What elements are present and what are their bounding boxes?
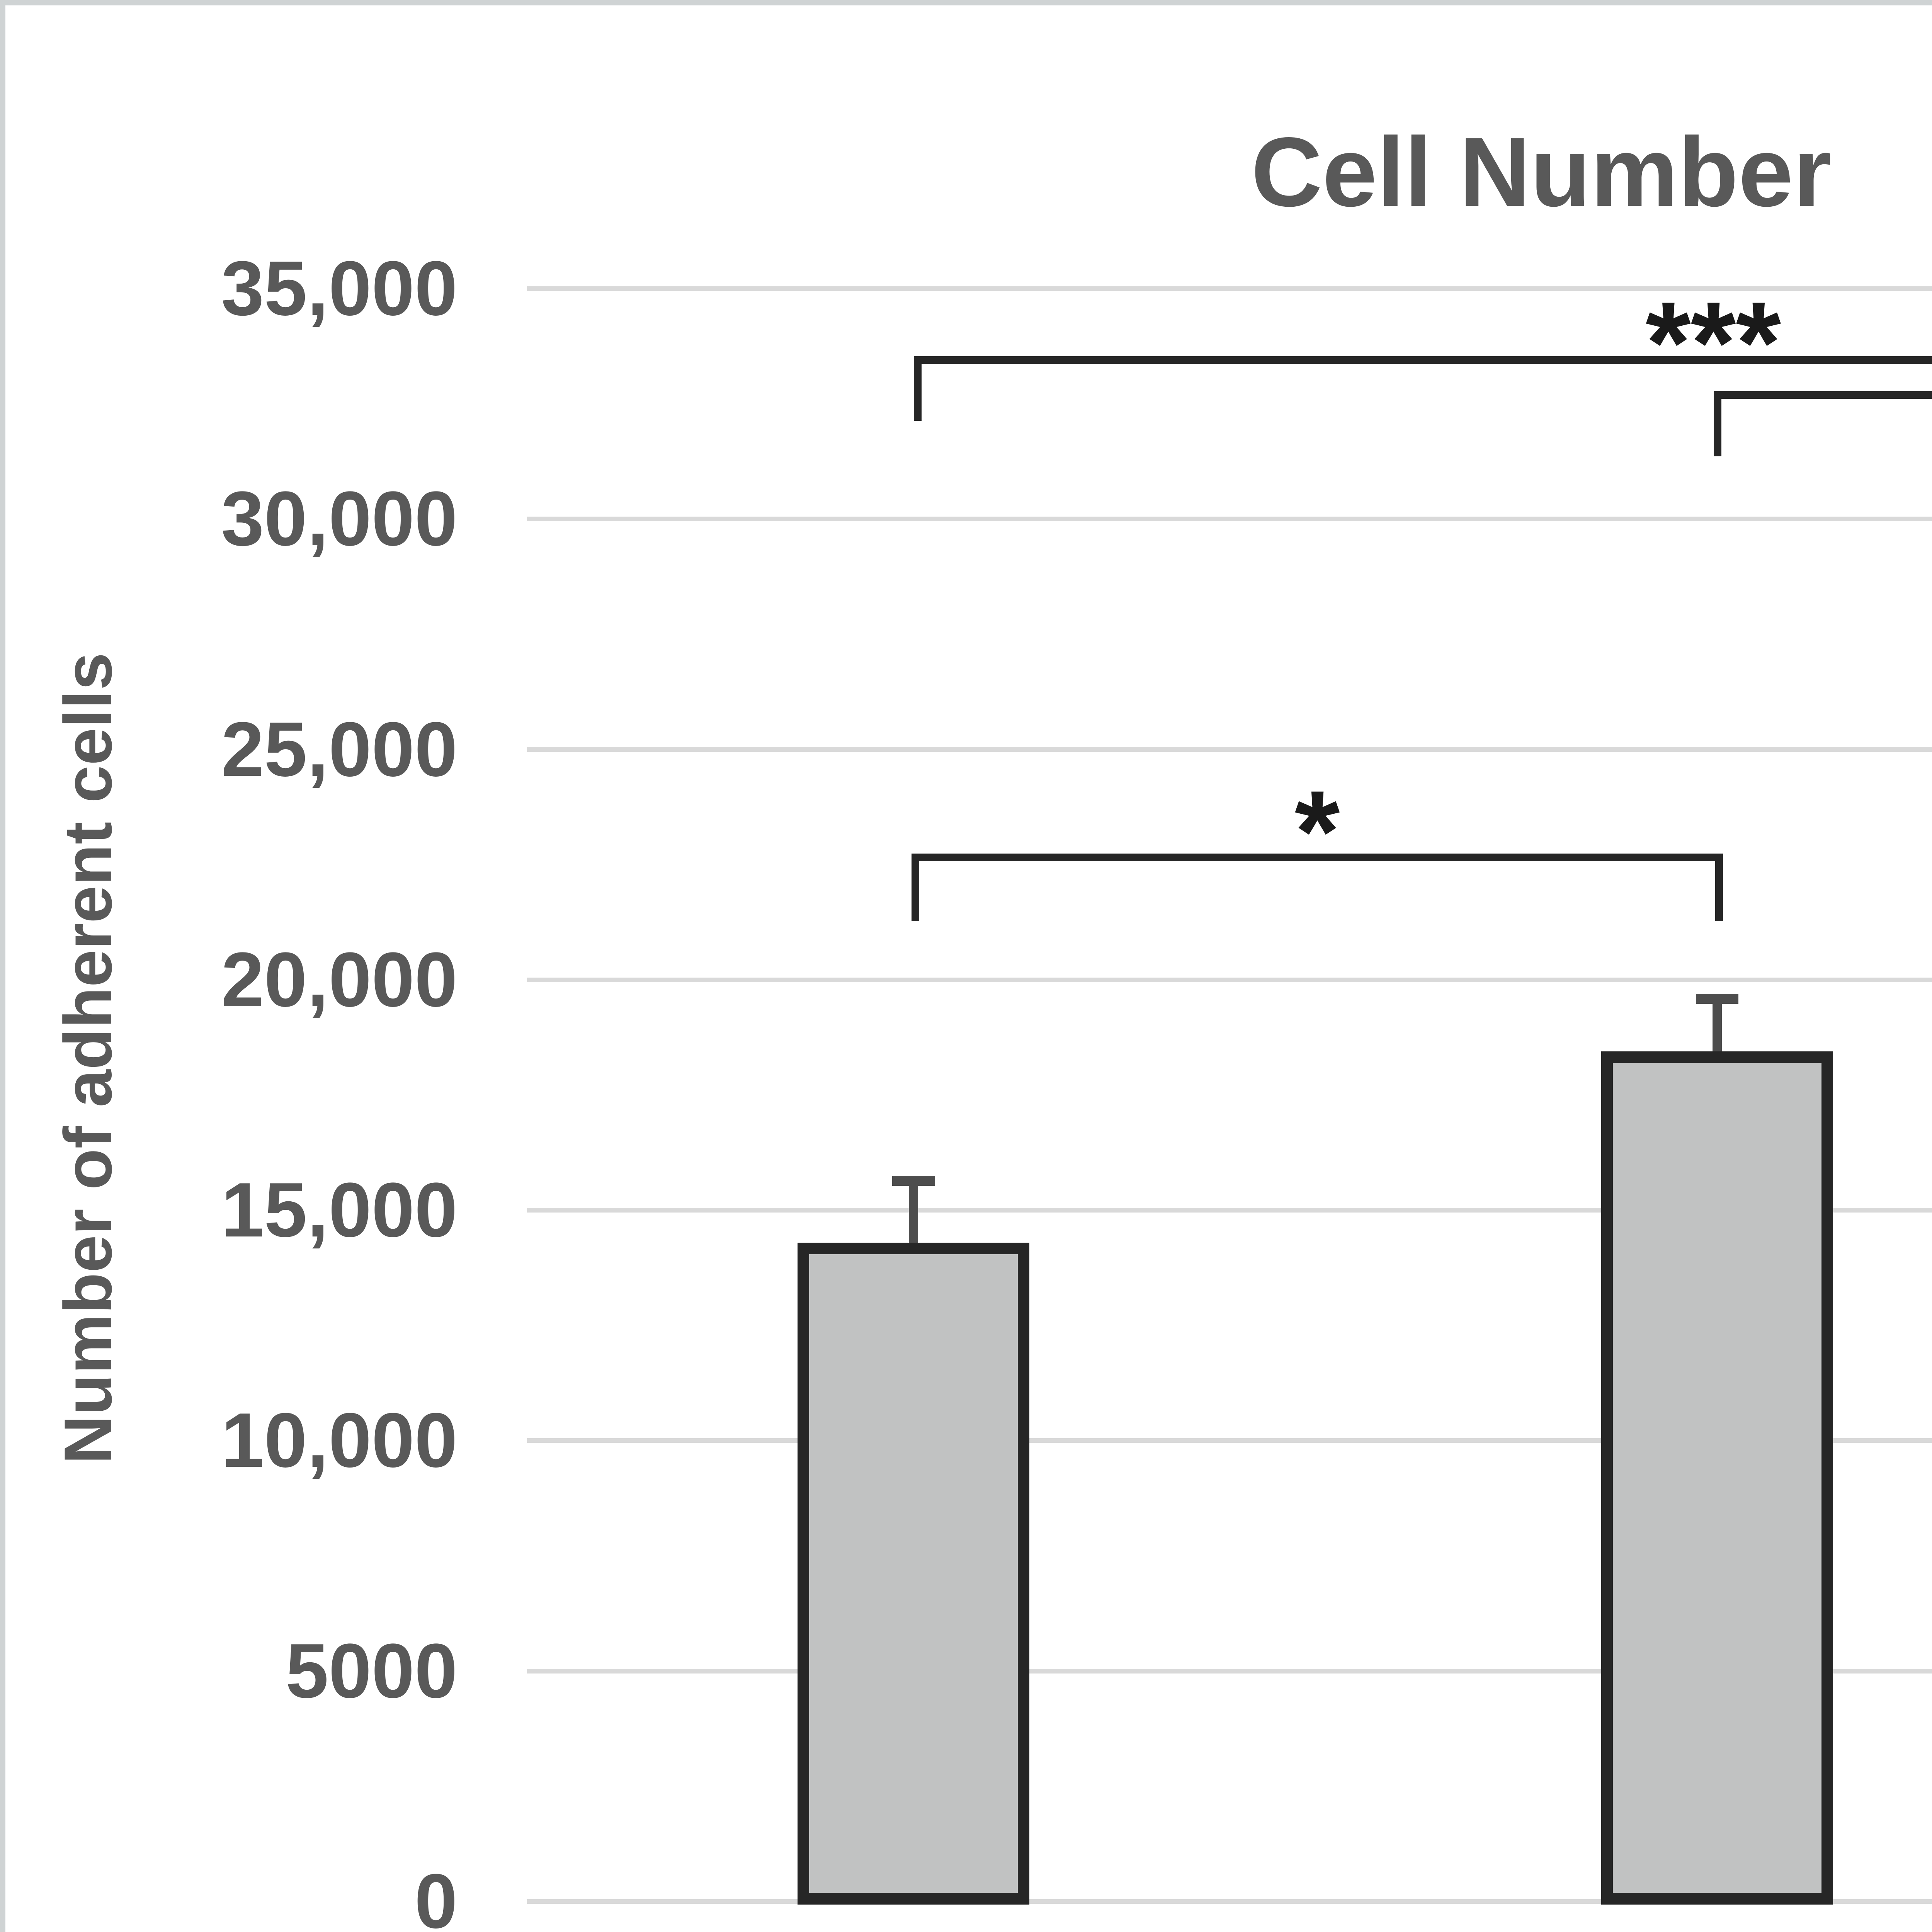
significance-label: *: [1294, 766, 1340, 896]
error-bar-cap: [1696, 994, 1738, 1004]
error-bar-cap: [892, 1176, 935, 1186]
y-tick-label: 25,000: [221, 706, 457, 793]
bar-centr: [1601, 1051, 1833, 1905]
gridline: [527, 978, 1932, 982]
significance-bracket-bar: [914, 356, 1932, 364]
bar-sed: [798, 1243, 1029, 1905]
significance-label: ***: [1645, 277, 1781, 407]
y-tick-label: 35,000: [221, 245, 457, 332]
gridline: [527, 747, 1932, 752]
significance-bracket-left-drop: [912, 854, 919, 921]
y-tick-label: 20,000: [221, 937, 457, 1023]
significance-bracket-left-drop: [914, 356, 922, 421]
significance-bracket-right-drop: [1715, 854, 1723, 921]
y-tick-label: 15,000: [221, 1167, 457, 1253]
significance-bracket-left-drop: [1714, 391, 1721, 456]
gridline: [527, 286, 1932, 291]
y-tick-label: 30,000: [221, 476, 457, 562]
y-tick-label: 5000: [286, 1628, 457, 1714]
significance-bracket-bar: [1714, 391, 1932, 399]
y-tick-label: 0: [414, 1858, 457, 1932]
chart-title: Cell Number: [1251, 117, 1832, 227]
y-tick-label: 10,000: [221, 1397, 457, 1483]
significance-bracket-bar: [912, 854, 1723, 861]
gridline: [527, 1208, 1932, 1213]
gridline: [527, 517, 1932, 521]
